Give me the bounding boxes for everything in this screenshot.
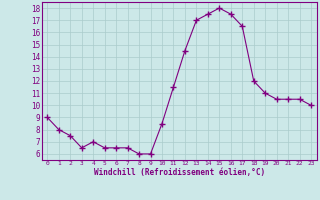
X-axis label: Windchill (Refroidissement éolien,°C): Windchill (Refroidissement éolien,°C) (94, 168, 265, 177)
